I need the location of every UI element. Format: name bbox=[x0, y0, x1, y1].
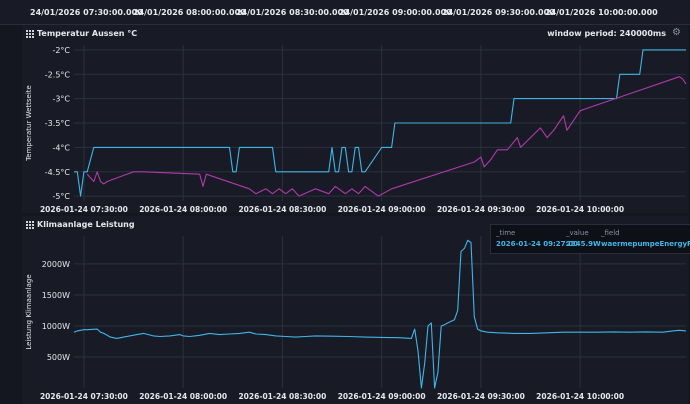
x-tick-label: 2026-01-24 09:30:00 bbox=[437, 392, 525, 401]
y-tick-label: -5°C bbox=[52, 192, 70, 201]
tooltip-header-field: _field bbox=[601, 229, 620, 237]
tooltip-time: 2026-01-24 09:27:00 bbox=[496, 240, 579, 248]
window-period-label: window period: 240000ms bbox=[547, 29, 666, 38]
y-tick-label: 2000W bbox=[42, 260, 70, 269]
top-axis-tick: 24/01/2026 09:00:00.000 bbox=[339, 8, 452, 17]
tooltip-value: 2345.9W bbox=[566, 240, 601, 248]
tooltip-header-time: _time bbox=[496, 229, 516, 237]
y-axis-label: Temperatur Wettseite bbox=[25, 85, 33, 162]
x-tick-label: 2026-01-24 09:00:00 bbox=[338, 392, 426, 401]
x-tick-label: 2026-01-24 08:30:00 bbox=[238, 205, 326, 213]
y-tick-label: -4°C bbox=[52, 143, 70, 152]
y-tick-label: 500W bbox=[47, 353, 70, 362]
y-tick-label: -2.5°C bbox=[45, 70, 71, 79]
hover-tooltip: _time _value _field 2026-01-24 09:27:00 … bbox=[490, 224, 690, 254]
x-tick-label: 2026-01-24 09:30:00 bbox=[437, 205, 525, 213]
panel-title: Klimaanlage Leistung bbox=[37, 220, 135, 229]
y-tick-label: 1500W bbox=[42, 291, 70, 300]
tooltip-header-value: _value bbox=[566, 229, 589, 237]
y-axis-label: Leistung Klimaanlage bbox=[25, 274, 33, 349]
power-chart[interactable]: 2000W 1500W 1000W 500W 2026-01-24 07:30:00 20… bbox=[22, 216, 688, 404]
top-time-axis: 24/01/2026 07:30:00.000 24/01/2026 08:00… bbox=[0, 0, 690, 25]
x-tick-label: 2026-01-24 07:30:00 bbox=[40, 205, 128, 213]
top-axis-tick: 24/01/2026 09:30:00.000 bbox=[442, 8, 555, 17]
y-tick-label: -3°C bbox=[52, 95, 70, 104]
x-tick-label: 2026-01-24 08:00:00 bbox=[139, 205, 227, 213]
y-tick-label: -2°C bbox=[52, 46, 70, 55]
x-tick-label: 2026-01-24 07:30:00 bbox=[40, 392, 128, 401]
x-tick-label: 2026-01-24 08:00:00 bbox=[139, 392, 227, 401]
tooltip-field: waermepumpeEnergyPower bbox=[601, 240, 690, 248]
series-line bbox=[86, 76, 687, 197]
series-line bbox=[73, 239, 687, 389]
temperature-panel[interactable]: Temperatur Aussen °C window period: 2400… bbox=[22, 25, 688, 213]
gear-icon[interactable]: ⚙ bbox=[672, 27, 681, 38]
temperature-chart[interactable]: -2°C -2.5°C -3°C -3.5°C -4°C -4.5°C -5°C 2026-0… bbox=[22, 25, 688, 213]
x-tick-label: 2026-01-24 08:30:00 bbox=[238, 392, 326, 401]
x-tick-label: 2026-01-24 09:00:00 bbox=[338, 205, 426, 213]
top-axis-tick: 24/01/2026 10:00:00.000 bbox=[545, 8, 658, 17]
top-axis-tick: 24/01/2026 07:30:00.000 bbox=[30, 8, 143, 17]
x-tick-label: 2026-01-24 10:00:00 bbox=[536, 205, 624, 213]
series-line bbox=[74, 49, 686, 197]
top-axis-tick: 24/01/2026 08:00:00.000 bbox=[133, 8, 246, 17]
grid-icon[interactable] bbox=[26, 30, 34, 38]
panel-title: Temperatur Aussen °C bbox=[37, 29, 138, 38]
y-tick-label: -4.5°C bbox=[45, 168, 71, 177]
x-tick-label: 2026-01-24 10:00:00 bbox=[536, 392, 624, 401]
y-tick-label: 1000W bbox=[42, 322, 70, 331]
grid-icon[interactable] bbox=[26, 221, 34, 229]
top-axis-tick: 24/01/2026 08:30:00.000 bbox=[236, 8, 349, 17]
y-tick-label: -3.5°C bbox=[45, 119, 71, 128]
